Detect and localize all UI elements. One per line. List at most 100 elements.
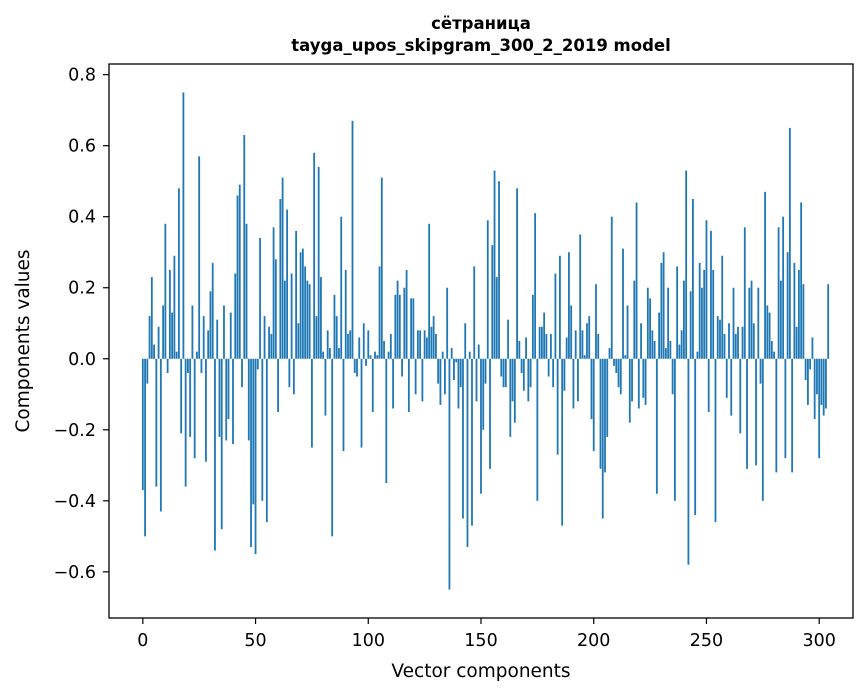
bar	[757, 287, 760, 359]
bar	[286, 209, 289, 359]
bar	[516, 188, 518, 359]
bar	[243, 135, 246, 359]
bar	[261, 358, 264, 501]
bar	[804, 358, 807, 381]
bar	[696, 351, 699, 359]
bar	[155, 358, 158, 487]
bar	[502, 358, 505, 388]
bar	[498, 181, 500, 359]
bar	[428, 223, 431, 359]
bar	[651, 330, 654, 359]
bar	[599, 358, 602, 469]
chart-title-line-1: сётраница	[431, 14, 531, 33]
bar	[658, 312, 661, 359]
bar	[153, 344, 155, 359]
bar	[755, 358, 757, 466]
bar	[680, 330, 683, 359]
bar	[295, 230, 298, 359]
bar	[484, 358, 487, 384]
bar	[707, 358, 710, 413]
bar	[689, 291, 692, 359]
bar	[333, 294, 336, 359]
bar	[292, 358, 295, 395]
x-tick-label: 150	[464, 631, 497, 651]
bar	[353, 358, 356, 373]
bar	[637, 358, 640, 409]
bar	[394, 294, 397, 359]
bar	[531, 294, 534, 359]
bar	[162, 305, 165, 359]
bar	[236, 195, 239, 359]
bar	[527, 358, 530, 402]
bar	[534, 213, 537, 359]
bar	[520, 358, 523, 373]
bar	[822, 358, 825, 416]
x-axis-label: Vector components	[391, 661, 570, 682]
bar	[579, 234, 582, 359]
bar	[570, 305, 573, 359]
bar	[529, 358, 532, 388]
bar	[200, 358, 203, 373]
bar	[180, 358, 183, 434]
bar	[482, 358, 485, 430]
bar	[150, 277, 153, 359]
bar	[779, 280, 782, 359]
bar	[518, 341, 521, 359]
bar	[432, 316, 435, 359]
bar	[141, 358, 144, 491]
x-tick-label: 200	[577, 631, 610, 651]
bar	[146, 358, 149, 384]
bar	[177, 188, 180, 359]
bar	[513, 358, 516, 423]
bar	[279, 198, 282, 359]
bar	[703, 269, 706, 359]
bar	[644, 358, 647, 405]
bar	[552, 358, 555, 388]
bar	[338, 348, 340, 359]
bar	[640, 323, 642, 359]
bar	[313, 152, 316, 359]
x-tick-label: 250	[690, 631, 723, 651]
bar	[396, 280, 399, 359]
bar	[595, 284, 597, 359]
bar	[504, 358, 507, 388]
bar	[223, 305, 225, 359]
bar	[739, 358, 742, 434]
bar	[164, 223, 167, 359]
bar	[549, 333, 552, 359]
bar	[392, 358, 394, 409]
bar	[367, 330, 370, 359]
x-tick-label: 300	[802, 631, 835, 651]
bar	[189, 358, 192, 437]
bar	[511, 358, 514, 402]
bar	[274, 259, 277, 359]
x-tick-label: 50	[244, 631, 266, 651]
bar	[324, 358, 327, 416]
bar	[522, 358, 525, 391]
bar	[622, 248, 624, 359]
bar	[196, 351, 198, 359]
bar	[554, 273, 557, 359]
bar	[446, 287, 449, 359]
bar	[256, 358, 259, 370]
bar	[721, 255, 724, 359]
bar	[214, 358, 216, 551]
bar	[342, 358, 345, 452]
bar	[168, 269, 171, 359]
bar	[759, 358, 762, 384]
bar	[444, 358, 446, 395]
bar	[453, 358, 455, 381]
bar	[238, 184, 241, 359]
bar	[410, 298, 413, 359]
bar	[649, 298, 651, 359]
bar	[606, 358, 609, 437]
bar	[624, 355, 627, 359]
bar	[547, 358, 550, 377]
bar	[818, 358, 821, 459]
bar	[471, 358, 473, 526]
bar	[664, 348, 667, 359]
bar	[685, 170, 688, 359]
bar	[207, 330, 210, 359]
bar	[797, 269, 800, 359]
bar	[705, 220, 708, 359]
